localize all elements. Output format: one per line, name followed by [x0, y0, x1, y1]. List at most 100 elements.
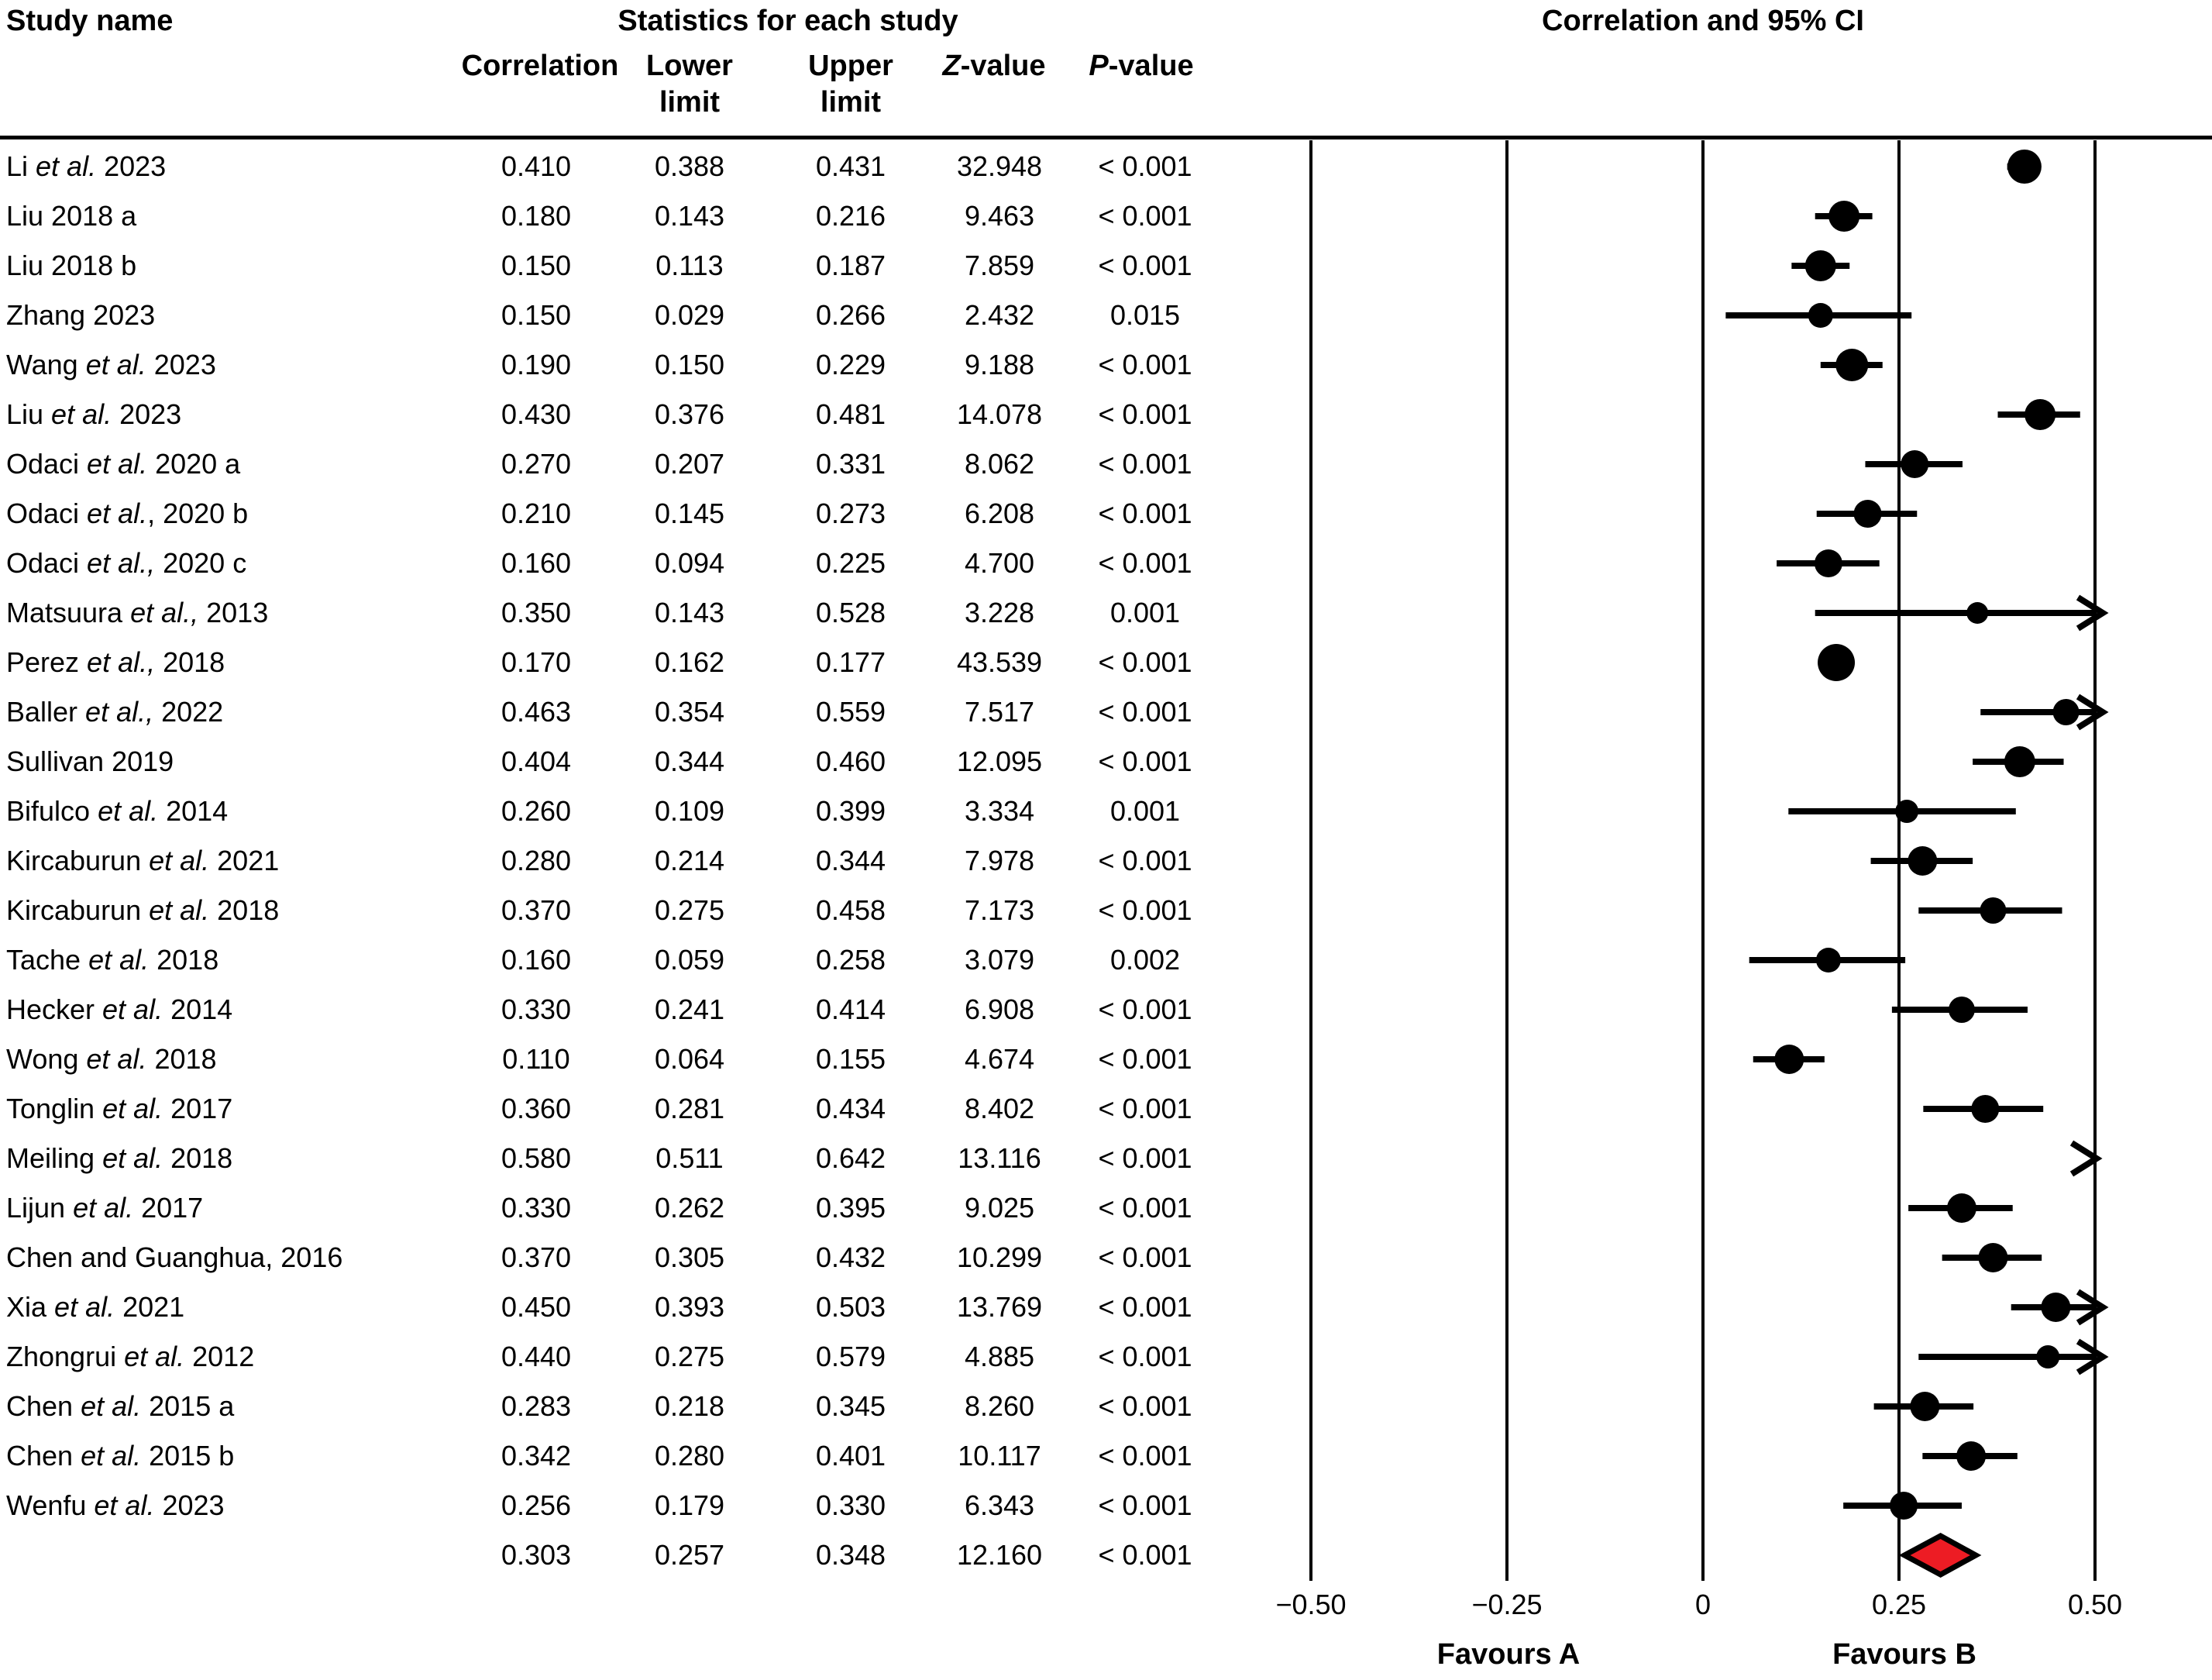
z-value: 9.463: [964, 200, 1035, 232]
study-name-etal: et al.,: [85, 696, 154, 728]
table-row: Li et al. 2023 0.410 0.388 0.431 32.948 …: [0, 149, 2212, 184]
study-name-pre: Tonglin: [6, 1093, 103, 1124]
column-header-lower-limit: Lower limit: [646, 48, 733, 121]
table-row: Chen et al. 2015 b 0.342 0.280 0.401 10.…: [0, 1438, 2212, 1474]
p-value: < 0.001: [1098, 200, 1192, 232]
z-value: 6.908: [964, 993, 1035, 1025]
table-row: 0.303 0.257 0.348 12.160 < 0.001: [0, 1537, 2212, 1573]
study-name-pre: Bifulco: [6, 795, 98, 827]
header-separator-line: [0, 136, 2212, 139]
study-name-pre: Liu 2018 b: [6, 250, 137, 281]
study-name-etal: et al.: [81, 1390, 142, 1422]
lower-limit-value: 0.143: [654, 200, 725, 232]
effect-dot: [2036, 1345, 2060, 1368]
study-name-pre: Meiling: [6, 1142, 103, 1174]
effect-dot: [1774, 1045, 1804, 1074]
favours-b-label: Favours B: [1832, 1638, 1976, 1671]
favours-a-label: Favours A: [1436, 1638, 1581, 1671]
p-value: < 0.001: [1098, 497, 1192, 529]
study-name: Zhang 2023: [6, 298, 155, 333]
table-row: Wenfu et al. 2023 0.256 0.179 0.330 6.34…: [0, 1488, 2212, 1523]
correlation-value: 0.160: [501, 944, 572, 976]
correlation-value: 0.180: [501, 200, 572, 232]
upper-limit-value: 0.399: [815, 795, 886, 827]
study-name-etal: et al.: [86, 1043, 147, 1075]
p-value: < 0.001: [1098, 646, 1192, 678]
effect-dot: [1971, 1095, 2000, 1123]
lower-limit-value: 0.029: [654, 299, 725, 331]
table-row: Kircaburun et al. 2018 0.370 0.275 0.458…: [0, 893, 2212, 928]
study-name-pre: Lijun: [6, 1192, 74, 1224]
correlation-value: 0.450: [501, 1291, 572, 1323]
study-name-header: Study name: [6, 5, 174, 37]
effect-dot: [2004, 746, 2035, 777]
z-value: 7.173: [964, 894, 1035, 926]
lower-limit-value: 0.064: [654, 1043, 725, 1075]
study-name-etal: et al.: [102, 993, 163, 1025]
p-value: < 0.001: [1098, 448, 1192, 480]
correlation-value: 0.270: [501, 448, 572, 480]
study-name-etal: et al.,: [130, 597, 199, 628]
effect-dot: [1815, 948, 1841, 973]
arrow-right-icon: [2076, 1338, 2109, 1375]
z-value: 10.299: [956, 1241, 1043, 1273]
upper-limit-value: 0.481: [815, 398, 886, 430]
column-header-upper-line2: limit: [820, 86, 882, 119]
correlation-value: 0.330: [501, 993, 572, 1025]
correlation-value: 0.256: [501, 1489, 572, 1521]
study-name-etal: et al.: [102, 1093, 163, 1124]
study-name: Kircaburun et al. 2018: [6, 893, 279, 928]
study-name: Tache et al. 2018: [6, 942, 218, 978]
p-value: < 0.001: [1098, 1489, 1192, 1521]
upper-limit-value: 0.642: [815, 1142, 886, 1174]
z-value: 3.228: [964, 597, 1035, 628]
study-name-pre: Wenfu: [6, 1489, 95, 1521]
study-name-post: 2021: [115, 1291, 185, 1323]
upper-limit-value: 0.414: [815, 993, 886, 1025]
study-name: Chen and Guanghua, 2016: [6, 1240, 342, 1275]
arrow-right-icon: [2076, 594, 2109, 632]
p-value: < 0.001: [1098, 1093, 1192, 1124]
study-name-post: 2018: [146, 1043, 217, 1075]
x-axis-tick-label: 0.50: [2067, 1589, 2123, 1620]
study-name-pre: Kircaburun: [6, 894, 150, 926]
z-value: 8.062: [964, 448, 1035, 480]
lower-limit-value: 0.275: [654, 1341, 725, 1372]
upper-limit-value: 0.345: [815, 1390, 886, 1422]
study-name-pre: Chen: [6, 1390, 81, 1422]
table-row: Baller et al., 2022 0.463 0.354 0.559 7.…: [0, 694, 2212, 730]
study-name-post: 2018: [209, 894, 280, 926]
x-axis-tick-label: 0: [1694, 1589, 1711, 1620]
lower-limit-value: 0.344: [654, 745, 725, 777]
z-value: 3.334: [964, 795, 1035, 827]
z-value: 9.025: [964, 1192, 1035, 1224]
study-name-etal: et al.,: [87, 547, 156, 579]
upper-limit-value: 0.528: [815, 597, 886, 628]
column-header-z-value: Z-value: [942, 48, 1045, 84]
correlation-value: 0.303: [501, 1539, 572, 1571]
column-header-p-value: P-value: [1089, 48, 1193, 84]
study-name: Wenfu et al. 2023: [6, 1488, 225, 1523]
lower-limit-value: 0.143: [654, 597, 725, 628]
table-row: Matsuura et al., 2013 0.350 0.143 0.528 …: [0, 595, 2212, 631]
study-name-pre: Liu 2018 a: [6, 200, 137, 232]
z-value: 7.859: [964, 250, 1035, 281]
study-name: Kircaburun et al. 2021: [6, 843, 279, 879]
study-name-pre: Tache: [6, 944, 89, 976]
table-row: Zhang 2023 0.150 0.029 0.266 2.432 0.015: [0, 298, 2212, 333]
upper-limit-value: 0.187: [815, 250, 886, 281]
correlation-value: 0.330: [501, 1192, 572, 1224]
study-name: Chen et al. 2015 a: [6, 1389, 234, 1424]
study-name: Xia et al. 2021: [6, 1289, 184, 1325]
correlation-value: 0.160: [501, 547, 572, 579]
p-value: < 0.001: [1098, 1341, 1192, 1372]
study-name-post: 2023: [96, 150, 167, 182]
study-name-post: 2020 c: [155, 547, 247, 579]
lower-limit-value: 0.393: [654, 1291, 725, 1323]
study-name-post: 2018: [163, 1142, 233, 1174]
table-row: Wang et al. 2023 0.190 0.150 0.229 9.188…: [0, 347, 2212, 383]
z-value: 6.343: [964, 1489, 1035, 1521]
study-name: Li et al. 2023: [6, 149, 166, 184]
